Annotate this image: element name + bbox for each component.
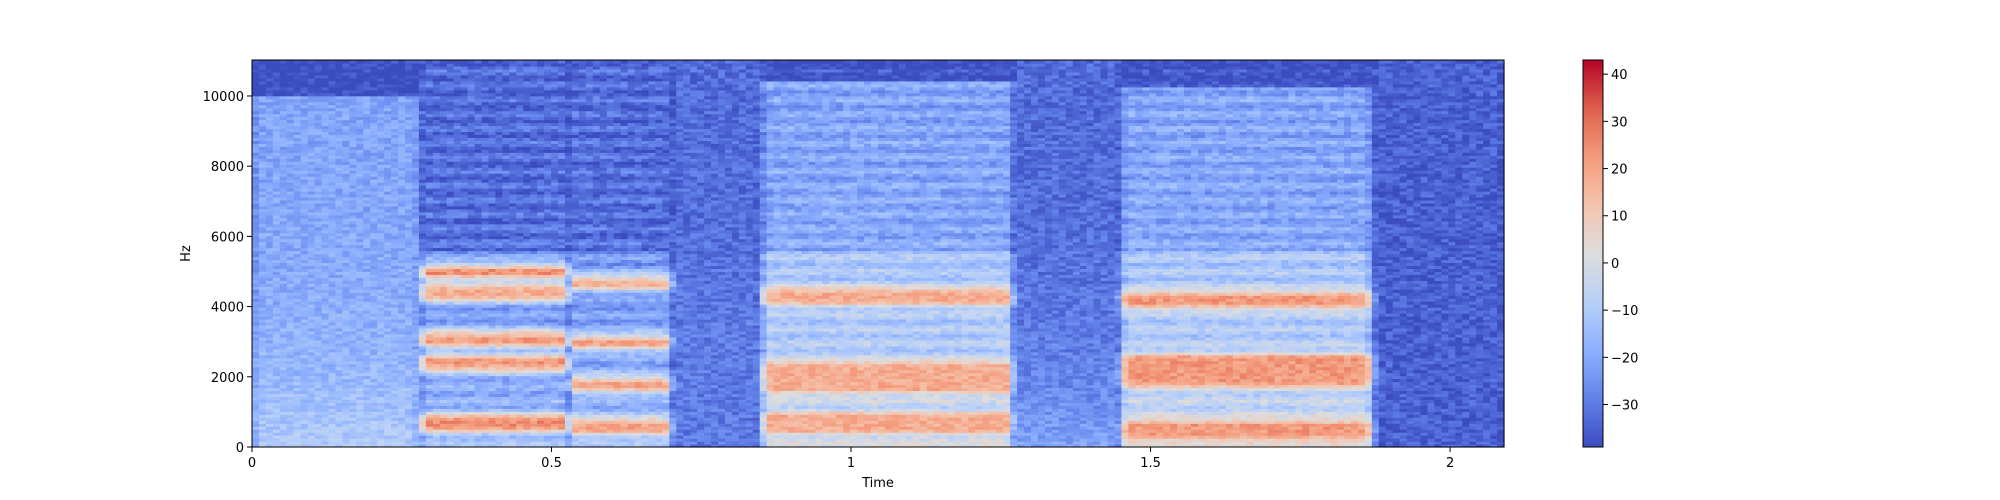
spectrogram-cell (252, 60, 260, 64)
spectrogram-cell (294, 60, 302, 64)
spectrogram-cell (301, 60, 309, 64)
spectrogram-cell (329, 60, 337, 64)
spectrogram-cell (266, 60, 274, 64)
spectrogram-cell (322, 60, 330, 64)
spectrogram-cell (308, 60, 316, 64)
spectrogram-cell (273, 60, 281, 64)
spectrogram-cell (287, 60, 295, 64)
spectrogram-cell (259, 60, 267, 64)
spectrogram-heatmap (252, 60, 1505, 448)
spectrogram-cell (315, 60, 323, 64)
spectrogram-cell (280, 60, 288, 64)
